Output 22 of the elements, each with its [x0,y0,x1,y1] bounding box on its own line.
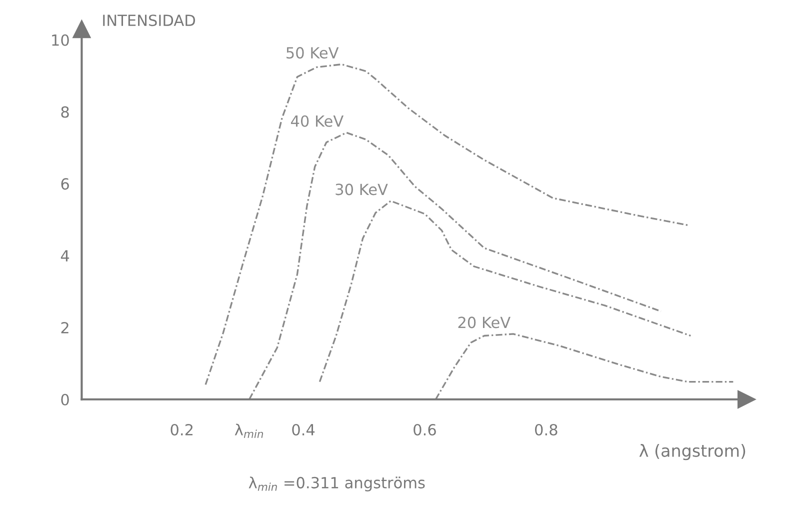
y-tick-label: 4 [60,250,70,262]
x-axis-title: λ (angstrom) [639,444,746,460]
y-tick-label: 8 [61,106,69,118]
y-tick-label: 0 [61,394,69,406]
line-series [318,200,692,383]
series-label: 50 KeV [286,47,339,59]
x-tick-label: 0.2 [170,424,192,436]
y-tick-label: 6 [61,178,69,190]
line-series [204,63,690,386]
line-series [434,333,734,400]
series-label: 20 KeV [458,316,510,328]
y-tick-label: 2 [61,322,68,334]
series-label: 30 KeV [336,184,388,196]
x-tick-label: 0.8 [535,424,558,436]
x-tick-label: λ$_{min}$ [234,424,264,438]
x-tick-label: 0.4 [292,424,315,436]
text: λ$_{min}$ =0.311 angströms [248,476,425,492]
series-label: 40 KeV [290,115,344,127]
x-tick-label: 0.6 [414,424,436,436]
y-tick-label: 10 [52,34,69,46]
y-axis-title: INTENSIDAD [103,14,196,26]
line-series [248,132,662,400]
